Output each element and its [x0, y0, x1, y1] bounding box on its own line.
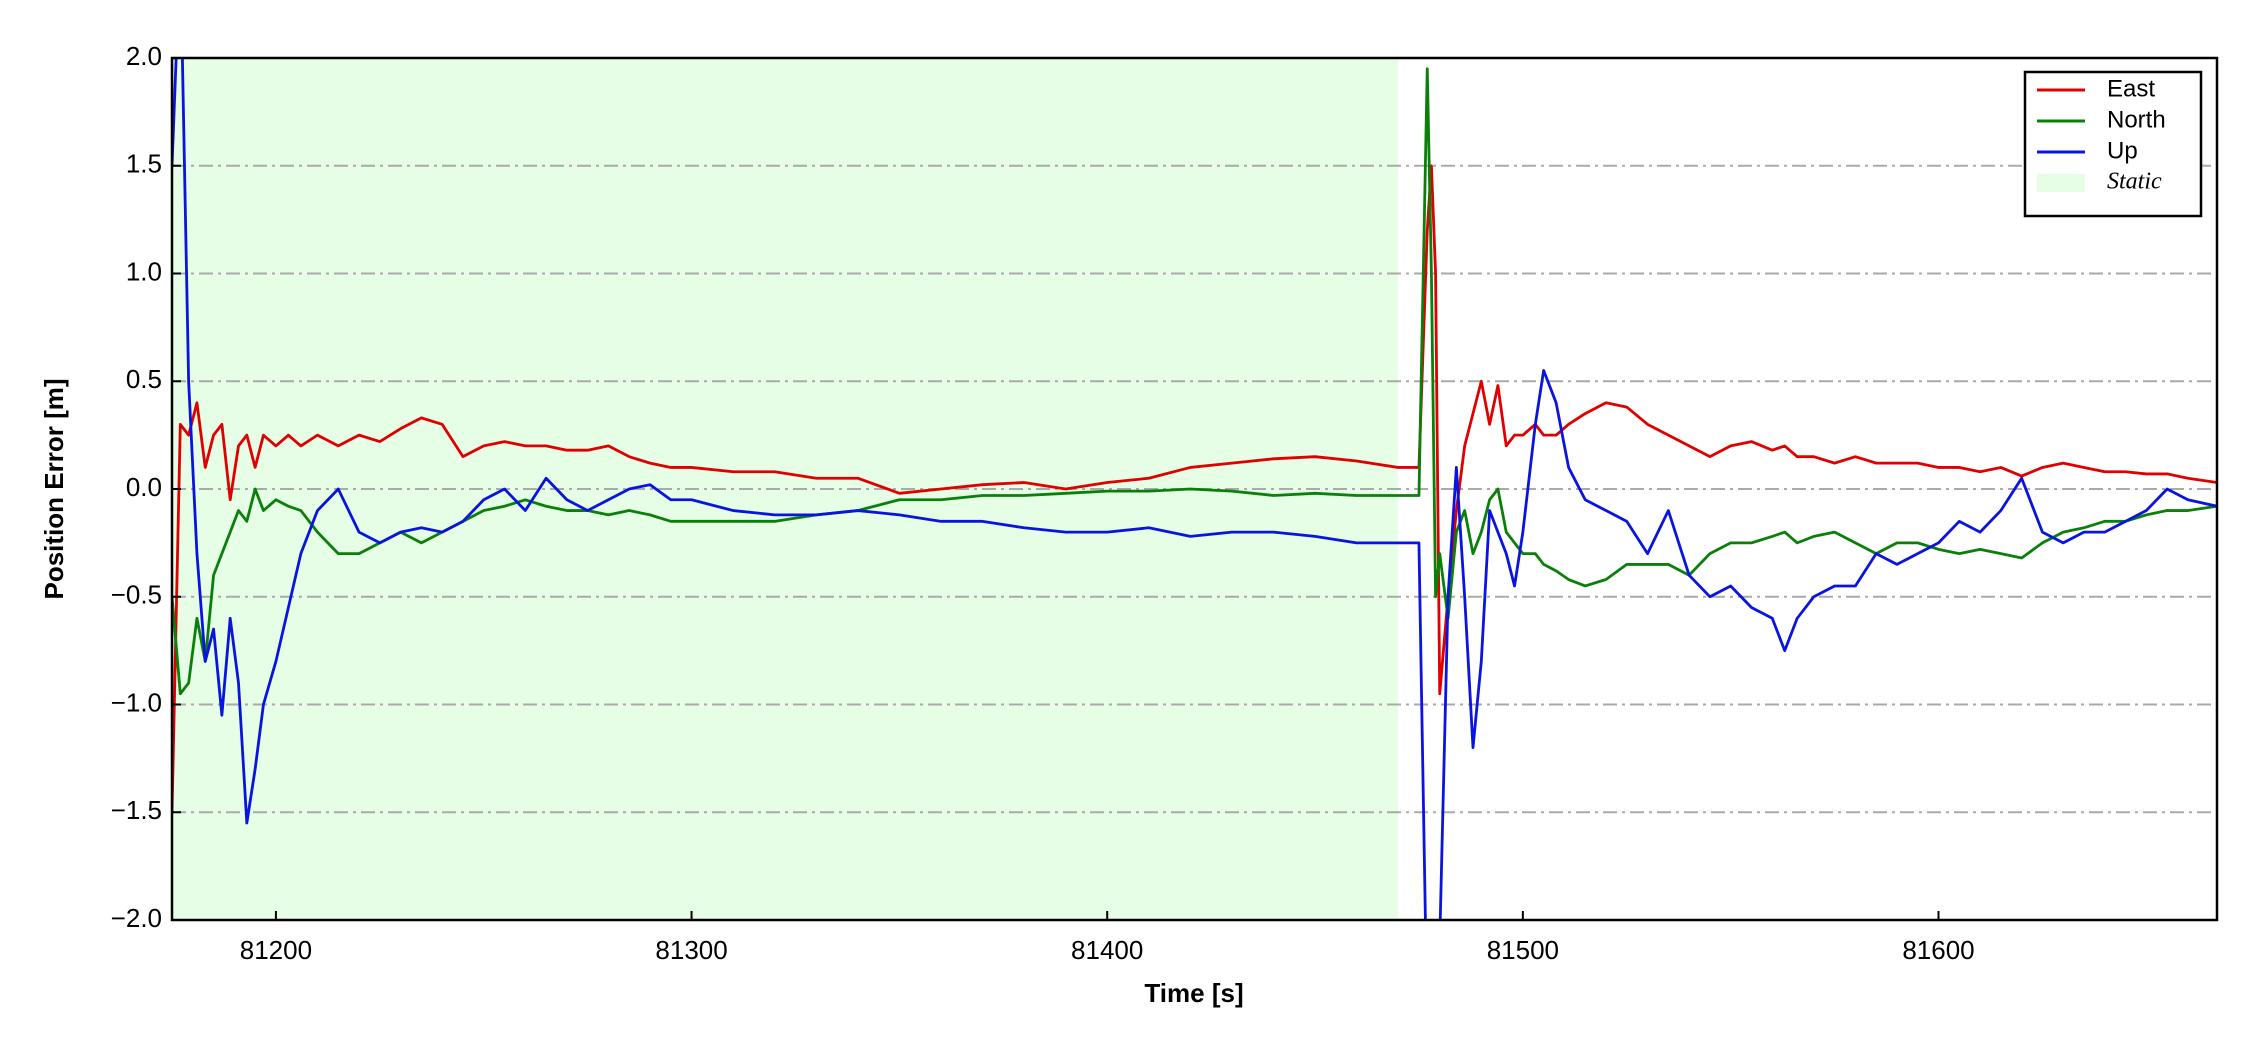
- legend-label: North: [2107, 106, 2166, 133]
- y-tick-label: 2.0: [126, 41, 162, 71]
- x-tick-label: 81300: [655, 935, 727, 965]
- y-tick-label: 1.5: [126, 149, 162, 179]
- y-tick-label: 0.0: [126, 472, 162, 502]
- x-tick-label: 81400: [1071, 935, 1143, 965]
- lines: [172, 58, 2217, 920]
- y-tick-label: 1.0: [126, 256, 162, 286]
- x-tick-label: 81200: [240, 935, 312, 965]
- legend: East North Up Static: [2023, 70, 2203, 218]
- y-tick-label: −2.0: [111, 903, 162, 933]
- legend-label: East: [2107, 75, 2155, 102]
- y-tick-label: −1.0: [111, 687, 162, 717]
- x-tick-label: 81600: [1902, 935, 1974, 965]
- legend-swatch: [2037, 174, 2085, 192]
- legend-label: Static: [2107, 169, 2162, 195]
- series-line: [172, 58, 2217, 920]
- series-line: [172, 67, 2217, 696]
- y-tick-label: −1.5: [111, 795, 162, 825]
- x-tick-label: 81500: [1487, 935, 1559, 965]
- y-tick-label: 0.5: [126, 364, 162, 394]
- ticks: −2.0 −1.5 −1.0 −0.5 0.0 0.5 1.0 1.5 2.0 81200 8130…: [111, 41, 1975, 965]
- x-axis-label: Time [s]: [1144, 978, 1243, 1008]
- y-tick-label: −0.5: [111, 580, 162, 610]
- y-axis-label: Position Error [m]: [39, 378, 69, 599]
- series-line: [172, 164, 2217, 813]
- legend-label: Up: [2107, 137, 2138, 164]
